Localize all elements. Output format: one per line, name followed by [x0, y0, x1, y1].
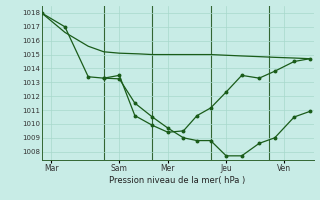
X-axis label: Pression niveau de la mer( hPa ): Pression niveau de la mer( hPa )	[109, 176, 246, 185]
